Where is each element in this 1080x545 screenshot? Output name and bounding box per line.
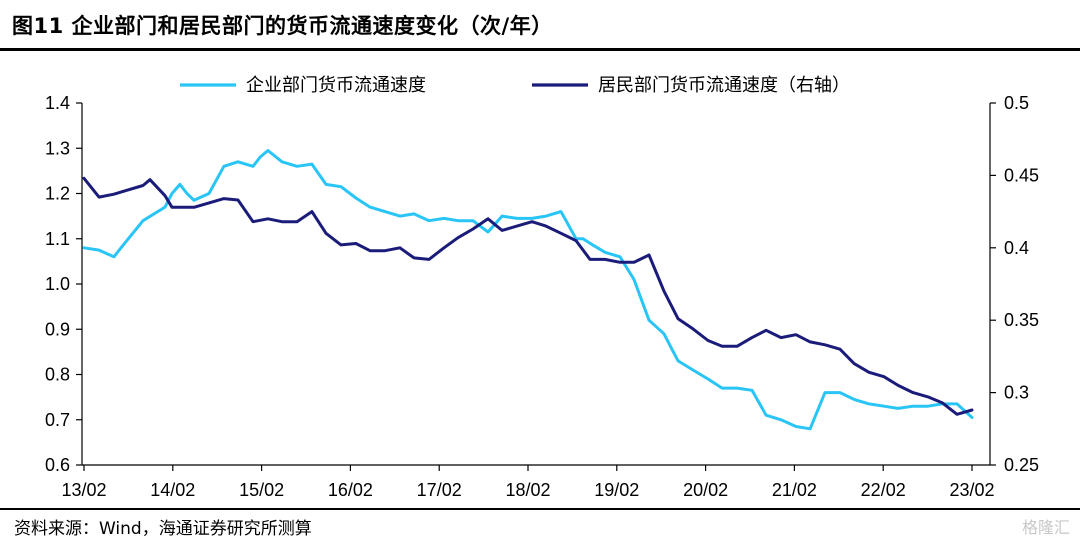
right-tick-label: 0.35 xyxy=(1004,310,1039,330)
left-tick-label: 1.0 xyxy=(45,274,70,294)
left-tick-label: 1.4 xyxy=(45,93,70,113)
legend-item-household: 居民部门货币流通速度（右轴） xyxy=(532,75,850,96)
axes-group: 1.4 1.3 1.2 1.1 1.0 0.9 0.8 0.7 0.6 0.5 0.45 0.4 0.3… xyxy=(45,93,1039,500)
x-tick-label: 22/02 xyxy=(861,480,906,500)
x-tick-label: 16/02 xyxy=(328,480,373,500)
x-tick-label: 15/02 xyxy=(239,480,284,500)
series-line-household xyxy=(82,176,974,416)
left-tick-label: 0.7 xyxy=(45,410,70,430)
x-tick-label: 13/02 xyxy=(61,480,106,500)
chart-title: 图11 企业部门和居民部门的货币流通速度变化（次/年） xyxy=(12,14,553,38)
x-tick-label: 19/02 xyxy=(594,480,639,500)
right-tick-label: 0.25 xyxy=(1004,455,1039,475)
title-bar: 图11 企业部门和居民部门的货币流通速度变化（次/年） xyxy=(0,0,1080,50)
series-line-corporate xyxy=(82,149,974,431)
x-tick-label: 14/02 xyxy=(150,480,195,500)
right-tick-label: 0.5 xyxy=(1004,93,1029,113)
x-tick-label: 21/02 xyxy=(772,480,817,500)
footer-divider xyxy=(0,508,1080,510)
legend: 企业部门货币流通速度 居民部门货币流通速度（右轴） xyxy=(180,75,850,96)
watermark-logo: 格隆汇 xyxy=(1021,518,1070,537)
legend-item-corporate: 企业部门货币流通速度 xyxy=(180,75,426,96)
x-tick-label: 20/02 xyxy=(683,480,728,500)
left-tick-label: 0.6 xyxy=(45,455,70,475)
right-tick-label: 0.45 xyxy=(1004,165,1039,185)
line-chart: 1.4 1.3 1.2 1.1 1.0 0.9 0.8 0.7 0.6 0.5 0.45 0.4 0.3… xyxy=(45,75,1039,500)
right-tick-label: 0.4 xyxy=(1004,238,1029,258)
left-tick-label: 1.1 xyxy=(45,229,70,249)
legend-label: 居民部门货币流通速度（右轴） xyxy=(598,75,850,96)
x-tick-label: 17/02 xyxy=(417,480,462,500)
right-tick-label: 0.3 xyxy=(1004,383,1029,403)
x-tick-label: 23/02 xyxy=(949,480,994,500)
x-tick-label: 18/02 xyxy=(505,480,550,500)
left-tick-label: 1.3 xyxy=(45,138,70,158)
title-divider xyxy=(0,48,1080,51)
series-group xyxy=(82,149,974,431)
source-note: 资料来源：Wind，海通证券研究所测算 xyxy=(14,519,312,539)
left-tick-label: 0.9 xyxy=(45,319,70,339)
legend-label: 企业部门货币流通速度 xyxy=(246,75,426,96)
left-tick-label: 0.8 xyxy=(45,365,70,385)
left-tick-label: 1.2 xyxy=(45,184,70,204)
